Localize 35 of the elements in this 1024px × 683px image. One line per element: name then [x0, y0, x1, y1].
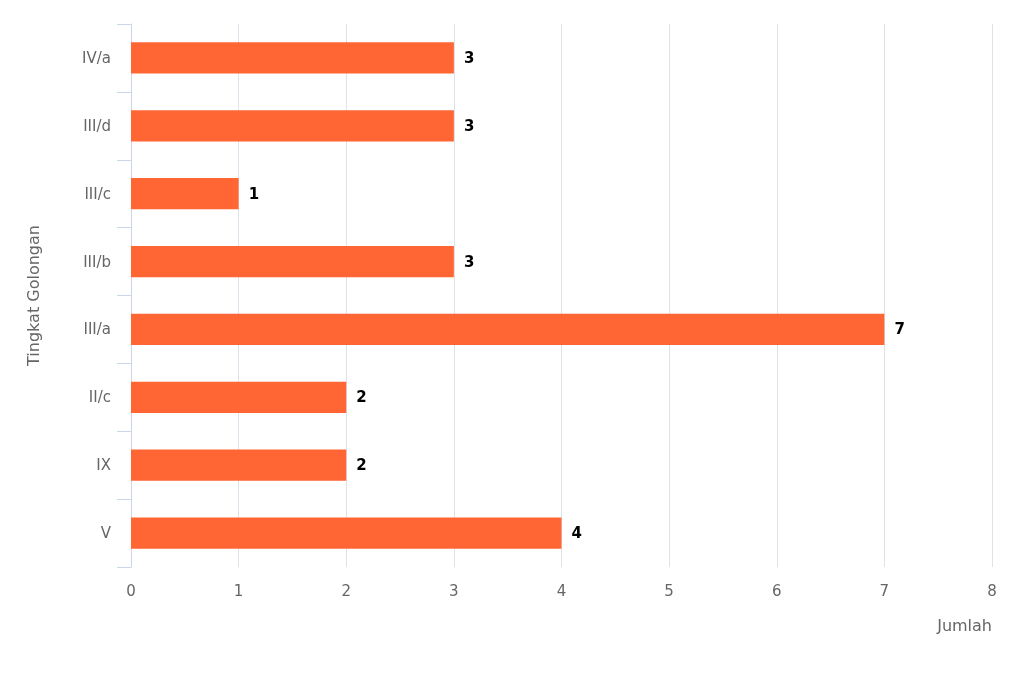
x-tick-label: 0 [126, 581, 136, 600]
data-label: 2 [356, 456, 367, 475]
x-tick-label: 7 [879, 581, 890, 600]
y-tick-label: II/c [88, 388, 111, 407]
x-tick-label: 4 [556, 581, 567, 600]
y-tick-label: V [100, 524, 112, 543]
x-tick-label: 6 [771, 581, 782, 600]
bar [131, 449, 347, 481]
data-label: 1 [248, 184, 260, 203]
bar [131, 42, 454, 74]
x-axis-title: Jumlah [936, 615, 992, 635]
y-axis-title: Tingkat Golongan [23, 225, 43, 367]
x-tick-label: 1 [233, 581, 244, 600]
data-label: 7 [894, 320, 905, 339]
data-label: 4 [571, 524, 582, 543]
bar [131, 517, 562, 549]
y-tick-label: III/d [83, 116, 111, 135]
bar [131, 381, 347, 413]
bar [131, 245, 454, 278]
data-label: 3 [463, 116, 475, 135]
data-label: 3 [463, 48, 475, 67]
x-tick-label: 3 [449, 581, 459, 600]
y-tick-label: III/b [83, 252, 111, 271]
y-tick-label: III/a [83, 320, 111, 339]
bar [131, 110, 454, 142]
y-tick-label: III/c [84, 184, 111, 203]
x-tick-label: 5 [664, 581, 674, 600]
bar [131, 313, 885, 346]
x-tick-label: 2 [341, 581, 352, 600]
data-label: 3 [463, 252, 475, 271]
y-tick-label: IV/a [82, 48, 111, 67]
bar [131, 178, 239, 210]
data-label: 2 [356, 388, 367, 407]
x-tick-label: 8 [987, 581, 997, 600]
y-tick-label: IX [96, 456, 111, 475]
